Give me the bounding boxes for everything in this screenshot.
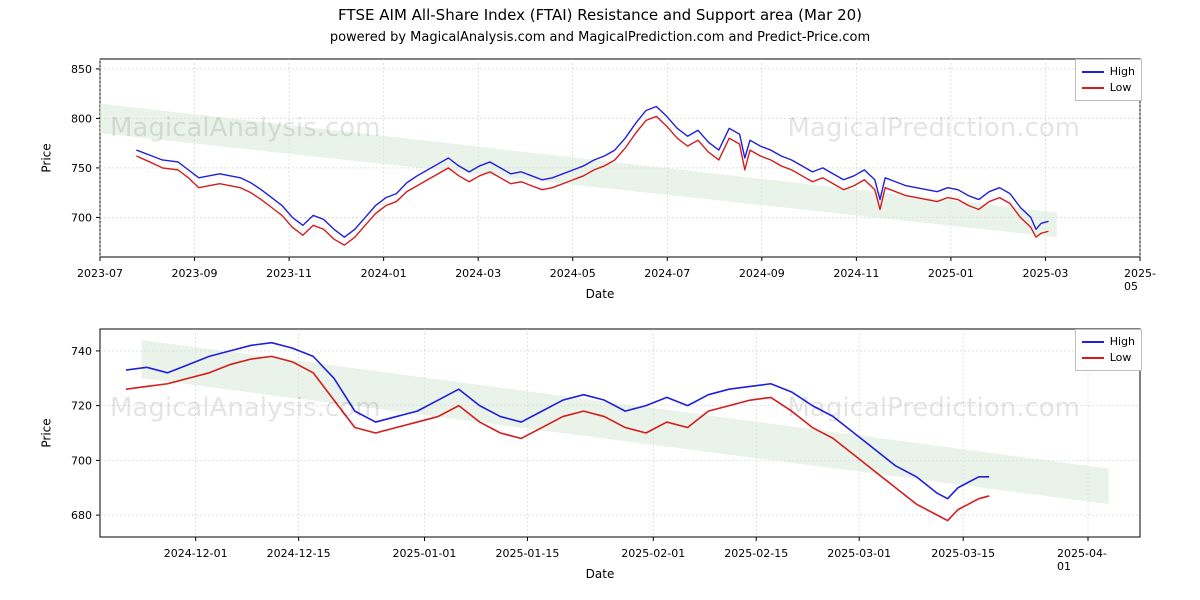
legend-swatch-high	[1082, 341, 1104, 343]
top-chart-svg: 700 750 800 850	[50, 53, 1150, 263]
legend-label-high: High	[1110, 64, 1135, 80]
x-tick-label: 2025-01-15	[495, 547, 559, 560]
figure: FTSE AIM All-Share Index (FTAI) Resistan…	[0, 0, 1200, 600]
x-tick-label: 2025-03-15	[931, 547, 995, 560]
x-tick-label: 2024-03	[455, 267, 501, 280]
x-tick-label: 2025-03	[1022, 267, 1068, 280]
legend-label-low: Low	[1110, 80, 1132, 96]
svg-text:750: 750	[71, 162, 92, 175]
svg-text:800: 800	[71, 112, 92, 125]
x-tick-label: 2024-01	[361, 267, 407, 280]
legend-row-high: High	[1082, 334, 1135, 350]
svg-text:700: 700	[71, 454, 92, 467]
svg-text:680: 680	[71, 509, 92, 522]
svg-text:720: 720	[71, 400, 92, 413]
x-tick-label: 2025-03-01	[827, 547, 891, 560]
x-tick-label: 2025-05	[1124, 267, 1156, 293]
bottom-xlabel: Date	[586, 567, 615, 581]
x-tick-label: 2023-11	[266, 267, 312, 280]
x-tick-label: 2025-02-01	[621, 547, 685, 560]
x-tick-label: 2024-09	[739, 267, 785, 280]
x-tick-label: 2024-11	[833, 267, 879, 280]
x-tick-label: 2023-07	[77, 267, 123, 280]
top-chart: Price 700750800850 Date High Low Magical…	[50, 53, 1150, 263]
x-tick-label: 2025-01	[928, 267, 974, 280]
svg-text:740: 740	[71, 345, 92, 358]
bottom-chart: Price 680700720740 Date High Low Magical…	[50, 323, 1150, 543]
legend-swatch-low	[1082, 357, 1104, 359]
x-tick-label: 2025-02-15	[724, 547, 788, 560]
legend-swatch-low	[1082, 87, 1104, 89]
figure-subtitle: powered by MagicalAnalysis.com and Magic…	[0, 24, 1200, 49]
legend-label-low: Low	[1110, 350, 1132, 366]
top-legend: High Low	[1075, 59, 1142, 101]
legend-label-high: High	[1110, 334, 1135, 350]
x-tick-label: 2024-12-15	[267, 547, 331, 560]
legend-row-high: High	[1082, 64, 1135, 80]
x-tick-label: 2025-04-01	[1057, 547, 1119, 573]
x-tick-label: 2024-05	[550, 267, 596, 280]
legend-row-low: Low	[1082, 80, 1135, 96]
svg-text:700: 700	[71, 211, 92, 224]
svg-text:850: 850	[71, 63, 92, 76]
bottom-ylabel: Price	[40, 418, 54, 447]
bottom-legend: High Low	[1075, 329, 1142, 371]
legend-swatch-high	[1082, 71, 1104, 73]
x-tick-label: 2023-09	[172, 267, 218, 280]
figure-title: FTSE AIM All-Share Index (FTAI) Resistan…	[0, 0, 1200, 24]
bottom-chart-svg: 680 700 720 740	[50, 323, 1150, 543]
legend-row-low: Low	[1082, 350, 1135, 366]
x-tick-label: 2024-07	[644, 267, 690, 280]
x-tick-label: 2024-12-01	[164, 547, 228, 560]
top-ylabel: Price	[40, 143, 54, 172]
x-tick-label: 2025-01-01	[393, 547, 457, 560]
top-xlabel: Date	[586, 287, 615, 301]
